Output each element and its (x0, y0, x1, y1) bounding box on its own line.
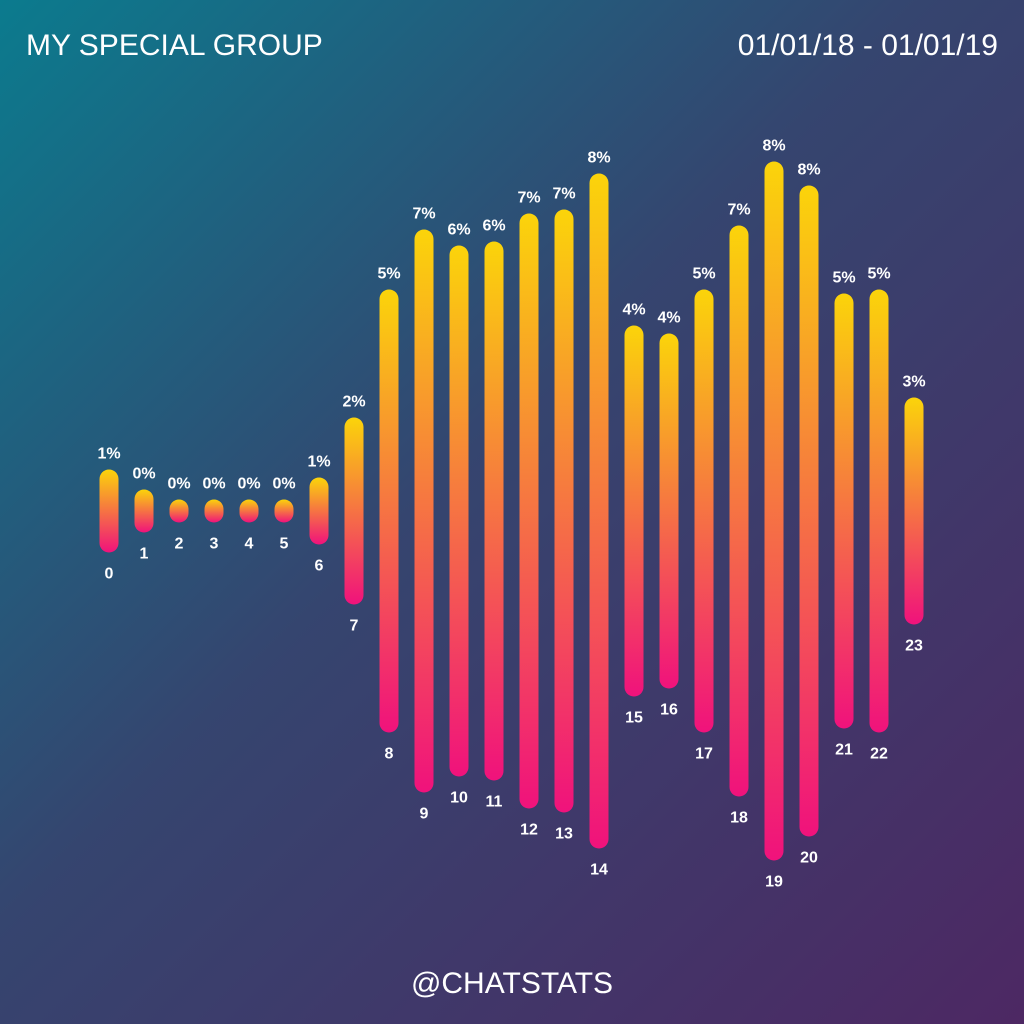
value-label: 8% (587, 150, 610, 167)
bar (169, 499, 189, 523)
hour-label: 18 (730, 810, 748, 827)
bar (204, 499, 224, 523)
hour-label: 23 (905, 638, 923, 655)
bar (274, 499, 294, 523)
bar (589, 173, 609, 849)
bar (729, 225, 749, 797)
hour-label: 6 (315, 558, 324, 575)
hour-label: 20 (800, 850, 818, 867)
bar (764, 161, 784, 861)
bar (379, 289, 399, 733)
hour-label: 3 (210, 536, 219, 553)
bar (624, 325, 644, 697)
value-label: 5% (377, 266, 400, 283)
bar (414, 229, 434, 793)
value-label: 5% (692, 266, 715, 283)
hour-label: 12 (520, 822, 538, 839)
value-label: 4% (622, 302, 645, 319)
hour-label: 2 (175, 536, 184, 553)
hour-label: 11 (486, 794, 503, 811)
value-label: 1% (307, 454, 330, 471)
bar (309, 477, 329, 545)
bar (869, 289, 889, 733)
hour-label: 9 (420, 806, 429, 823)
value-label: 0% (132, 466, 155, 483)
value-label: 0% (272, 476, 295, 493)
value-label: 7% (412, 206, 435, 223)
hour-label: 21 (835, 742, 853, 759)
bar (659, 333, 679, 689)
hour-label: 7 (350, 618, 359, 635)
hour-label: 16 (660, 702, 678, 719)
value-label: 7% (517, 190, 540, 207)
hour-label: 13 (555, 826, 573, 843)
bar (134, 489, 154, 533)
value-label: 7% (552, 186, 575, 203)
bar (519, 213, 539, 809)
chart-title: MY SPECIAL GROUP (26, 29, 323, 62)
value-label: 0% (237, 476, 260, 493)
bar (449, 245, 469, 777)
value-label: 8% (762, 138, 785, 155)
value-label: 7% (727, 202, 750, 219)
hour-label: 4 (245, 536, 254, 553)
bar (799, 185, 819, 837)
value-label: 5% (832, 270, 855, 287)
hour-label: 19 (765, 874, 783, 891)
bar (239, 499, 259, 523)
value-label: 0% (202, 476, 225, 493)
date-range: 01/01/18 - 01/01/19 (738, 29, 998, 62)
hour-label: 15 (625, 710, 643, 727)
value-label: 6% (482, 218, 505, 235)
value-label: 5% (867, 266, 890, 283)
hour-label: 5 (280, 536, 289, 553)
value-label: 6% (447, 222, 470, 239)
bar (344, 417, 364, 605)
bar (99, 469, 119, 553)
value-label: 3% (902, 374, 925, 391)
hour-label: 14 (590, 862, 608, 879)
value-label: 2% (342, 394, 365, 411)
hour-label: 0 (105, 566, 114, 583)
value-label: 8% (797, 162, 820, 179)
hour-label: 22 (870, 746, 888, 763)
value-label: 0% (167, 476, 190, 493)
bar (834, 293, 854, 729)
hour-label: 17 (695, 746, 713, 763)
value-label: 4% (657, 310, 680, 327)
hour-label: 8 (385, 746, 394, 763)
bar (904, 397, 924, 625)
bar (694, 289, 714, 733)
bar (554, 209, 574, 813)
hour-label: 1 (140, 546, 149, 563)
hour-label: 10 (450, 790, 468, 807)
bar (484, 241, 504, 781)
value-label: 1% (97, 446, 120, 463)
footer: @CHATSTATS (411, 967, 613, 1000)
